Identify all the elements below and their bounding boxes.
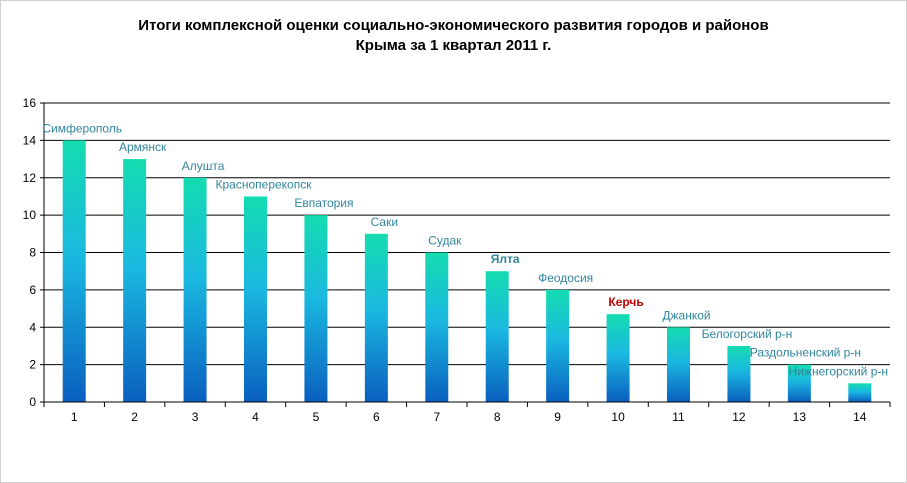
bar-data-label: Нижнегорский р-н [789,364,888,378]
bars [62,140,872,402]
x-tick-label: 13 [793,410,807,424]
bar [727,345,751,402]
x-tick-label: 10 [611,410,625,424]
bar [244,196,267,402]
bar [304,215,328,402]
y-tick-label: 6 [29,283,36,297]
chart-title-line2: Крыма за 1 квартал 2011 г. [355,37,552,54]
chart-title: Итоги комплексной оценки социально-эконо… [0,16,907,56]
x-tick-label: 5 [313,410,320,424]
bar [485,271,509,402]
bar-data-label: Джанкой [662,308,710,322]
y-tick-label: 16 [23,96,37,110]
bar-data-label: Судак [428,234,462,248]
bar [62,140,86,402]
y-tick-label: 2 [29,358,36,372]
x-tick-label: 3 [192,410,199,424]
x-tick-label: 2 [131,410,138,424]
y-tick-label: 14 [23,133,37,147]
bar [364,233,388,402]
x-tick-label: 4 [252,410,259,424]
bar [667,327,690,402]
grid-lines [44,102,890,366]
x-tick-label: 1 [71,410,78,424]
chart-title-line1: Итоги комплексной оценки социально-эконо… [138,17,769,34]
x-tick-label: 8 [494,410,501,424]
bar-data-label: Саки [371,215,398,229]
bar [123,159,147,402]
bar-data-label: Белогорский р-н [702,327,793,341]
bar-data-label: Красноперекопск [216,177,313,191]
bar-data-label: Евпатория [294,196,353,210]
bar-data-label: Армянск [119,140,167,154]
bar [787,364,811,402]
bar-data-label: Феодосия [538,271,593,285]
bar-data-label: Алушта [182,159,225,173]
y-tick-label: 4 [29,320,36,334]
x-tick-label: 12 [732,410,746,424]
y-tick-label: 12 [23,171,37,185]
bar [183,177,207,402]
x-tick-label: 11 [672,410,685,424]
bar [546,289,570,402]
bar-data-label: Симферополь [42,121,122,135]
bar [425,252,449,402]
x-tick-label: 6 [373,410,380,424]
y-tick-label: 8 [29,246,36,260]
y-tick-label: 0 [29,395,36,409]
bar-data-label: Раздольненский р-н [750,346,861,360]
bar-labels: Симферополь Армянск Алушта Красноперекопск Е… [42,121,888,378]
x-tick-label: 7 [433,410,440,424]
y-tick-label: 10 [23,208,37,222]
bar-data-label: Керчь [608,295,643,309]
bar-data-label: Ялта [491,252,520,266]
x-tick-label: 14 [853,410,867,424]
bar [606,314,630,402]
bar [848,383,872,402]
x-tick-label: 9 [554,410,561,424]
